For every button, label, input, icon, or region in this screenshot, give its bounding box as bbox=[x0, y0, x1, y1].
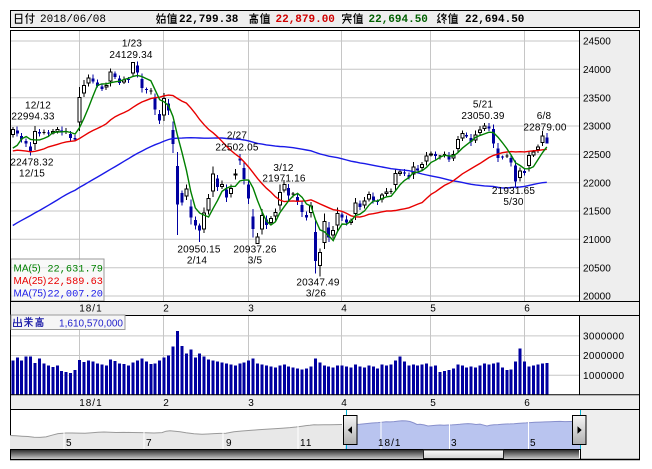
svg-text:5/21: 5/21 bbox=[473, 100, 494, 111]
svg-text:2/27: 2/27 bbox=[227, 131, 248, 142]
svg-text:23050.39: 23050.39 bbox=[461, 111, 505, 122]
svg-text:22,694.50: 22,694.50 bbox=[465, 14, 524, 26]
svg-text:24129.34: 24129.34 bbox=[109, 50, 153, 61]
svg-text:5: 5 bbox=[530, 438, 537, 449]
svg-text:1000000: 1000000 bbox=[583, 371, 624, 382]
svg-text:18/1: 18/1 bbox=[79, 304, 102, 315]
svg-text:7: 7 bbox=[146, 438, 153, 449]
svg-text:MA(25): MA(25) bbox=[14, 276, 47, 287]
svg-text:22,879.00: 22,879.00 bbox=[276, 14, 335, 26]
svg-text:1/23: 1/23 bbox=[122, 39, 143, 50]
svg-text:20500: 20500 bbox=[583, 263, 611, 274]
svg-text:24500: 24500 bbox=[583, 37, 611, 48]
svg-text:20347.49: 20347.49 bbox=[296, 278, 340, 289]
svg-text:22879.00: 22879.00 bbox=[523, 123, 567, 134]
svg-text:22,799.38: 22,799.38 bbox=[179, 14, 239, 26]
svg-text:22,589.63: 22,589.63 bbox=[47, 276, 103, 288]
svg-text:2: 2 bbox=[163, 304, 170, 315]
svg-text:21000: 21000 bbox=[583, 235, 611, 246]
svg-text:3000000: 3000000 bbox=[583, 332, 624, 343]
svg-text:5: 5 bbox=[66, 438, 73, 449]
svg-text:4: 4 bbox=[341, 304, 348, 315]
svg-text:2018/06/08: 2018/06/08 bbox=[40, 14, 106, 26]
svg-text:20000: 20000 bbox=[583, 292, 611, 303]
svg-text:5: 5 bbox=[430, 304, 437, 315]
svg-text:22,694.50: 22,694.50 bbox=[369, 14, 428, 26]
svg-text:2/14: 2/14 bbox=[187, 256, 208, 267]
svg-text:20950.15: 20950.15 bbox=[177, 245, 221, 256]
svg-text:22000: 22000 bbox=[583, 178, 611, 189]
svg-text:22994.33: 22994.33 bbox=[11, 112, 55, 123]
svg-text:3: 3 bbox=[248, 304, 255, 315]
svg-text:12/12: 12/12 bbox=[25, 101, 51, 112]
svg-text:1,610,570,000: 1,610,570,000 bbox=[59, 319, 123, 330]
svg-text:3: 3 bbox=[451, 438, 458, 449]
svg-text:5: 5 bbox=[430, 398, 437, 409]
svg-text:22,007.20: 22,007.20 bbox=[47, 289, 103, 301]
svg-text:20937.26: 20937.26 bbox=[233, 245, 277, 256]
svg-text:6: 6 bbox=[524, 398, 531, 409]
svg-text:MA(5): MA(5) bbox=[14, 264, 41, 275]
svg-text:21500: 21500 bbox=[583, 207, 611, 218]
svg-text:5/30: 5/30 bbox=[503, 197, 524, 208]
svg-text:6: 6 bbox=[524, 304, 531, 315]
svg-text:3: 3 bbox=[248, 398, 255, 409]
svg-text:22500: 22500 bbox=[583, 150, 611, 161]
svg-text:4: 4 bbox=[341, 398, 348, 409]
svg-text:6/8: 6/8 bbox=[537, 111, 552, 122]
svg-text:23500: 23500 bbox=[583, 93, 611, 104]
svg-text:12/15: 12/15 bbox=[19, 169, 45, 180]
svg-text:3/5: 3/5 bbox=[248, 256, 263, 267]
svg-text:MA(75): MA(75) bbox=[14, 289, 47, 300]
svg-text:2000000: 2000000 bbox=[583, 351, 624, 362]
svg-text:11: 11 bbox=[300, 438, 312, 449]
svg-text:21971.16: 21971.16 bbox=[262, 174, 306, 185]
svg-text:24000: 24000 bbox=[583, 65, 611, 76]
svg-text:9: 9 bbox=[226, 438, 233, 449]
svg-text:23000: 23000 bbox=[583, 122, 611, 133]
svg-text:2: 2 bbox=[163, 398, 170, 409]
svg-text:18/1: 18/1 bbox=[378, 438, 401, 449]
svg-text:22,631.79: 22,631.79 bbox=[47, 264, 103, 276]
svg-text:18/1: 18/1 bbox=[79, 398, 102, 409]
svg-text:22478.32: 22478.32 bbox=[10, 158, 54, 169]
svg-text:22502.05: 22502.05 bbox=[215, 143, 259, 154]
svg-text:3/26: 3/26 bbox=[306, 289, 327, 300]
svg-text:3/12: 3/12 bbox=[273, 163, 294, 174]
svg-text:21931.65: 21931.65 bbox=[492, 186, 536, 197]
